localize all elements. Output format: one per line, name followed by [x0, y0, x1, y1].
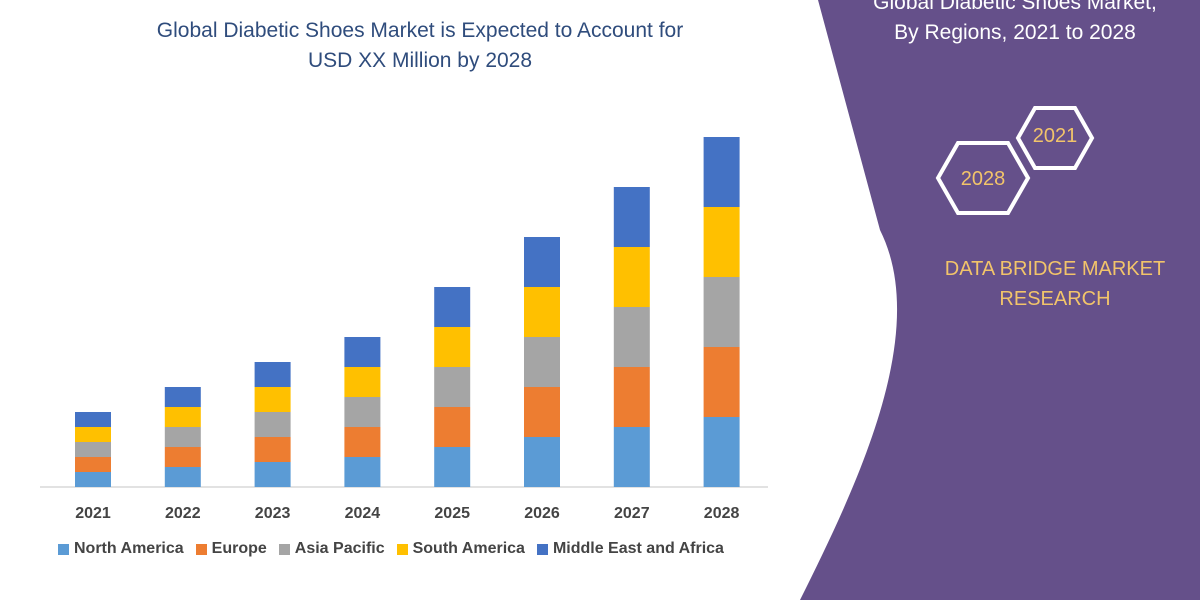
bar-2023-north-america [254, 462, 291, 487]
bar-2026-middle-east-and-africa [524, 237, 560, 287]
panel-title: Global Diabetic Shoes Market, By Regions… [830, 0, 1200, 48]
bar-2028-europe [703, 347, 740, 417]
bar-2027-middle-east-and-africa [613, 187, 650, 247]
legend-label: Middle East and Africa [552, 540, 724, 557]
legend-label: Asia Pacific [294, 540, 385, 557]
hex-2021 [1015, 106, 1095, 170]
brand-text: DATA BRIDGE MARKET RESEARCH [905, 254, 1200, 314]
bar-2022-north-america [164, 467, 201, 487]
chart-title: Global Diabetic Shoes Market is Expected… [100, 16, 740, 76]
x-tick-label: 2025 [434, 505, 470, 522]
legend-swatch [195, 543, 207, 555]
legend-label: North America [74, 540, 184, 557]
x-tick-label: 2024 [345, 505, 381, 522]
brand-line-2: RESEARCH [999, 288, 1111, 310]
legend-item: Asia Pacific [278, 540, 385, 558]
legend-swatch [278, 543, 290, 555]
bar-2027-europe [613, 367, 650, 427]
hex-label-2028: 2028 [960, 168, 1006, 190]
title-line-2: USD XX Million by 2028 [307, 49, 533, 72]
bar-2027-asia-pacific [613, 307, 650, 367]
bar-2022-middle-east-and-africa [164, 387, 201, 407]
legend-item: Middle East and Africa [536, 540, 724, 558]
hex-2028 [935, 141, 1031, 215]
bar-2024-south-america [344, 367, 381, 397]
bar-2025-asia-pacific [434, 367, 471, 407]
bar-2023-middle-east-and-africa [254, 362, 291, 387]
bar-2021-europe [75, 457, 111, 472]
bar-2028-north-america [703, 417, 740, 487]
x-tick-label: 2023 [255, 505, 291, 522]
bar-2025-middle-east-and-africa [434, 287, 471, 327]
legend-label: Europe [211, 540, 267, 557]
bar-2022-asia-pacific [164, 427, 201, 447]
purple-panel [800, 0, 1200, 600]
brand-line-1: DATA BRIDGE MARKET [944, 258, 1166, 280]
bar-2024-north-america [344, 457, 381, 487]
bar-2027-south-america [613, 247, 650, 307]
bar-2022-europe [164, 447, 201, 467]
bar-2021-south-america [75, 427, 111, 442]
x-tick-label: 2022 [165, 505, 201, 522]
bar-2028-south-america [703, 207, 740, 277]
bar-2024-asia-pacific [344, 397, 381, 427]
bar-2028-middle-east-and-africa [703, 137, 740, 207]
bar-2025-europe [434, 407, 471, 447]
panel-title-line-1: Global Diabetic Shoes Market, [873, 0, 1157, 14]
bar-2026-asia-pacific [524, 337, 560, 387]
x-tick-label: 2026 [524, 505, 560, 522]
bar-2023-south-america [254, 387, 291, 412]
bar-2023-europe [254, 437, 291, 462]
bar-2023-asia-pacific [254, 412, 291, 437]
legend-swatch [58, 543, 69, 555]
bar-2027-north-america [613, 427, 650, 487]
bar-2024-europe [344, 427, 381, 457]
bar-2025-north-america [434, 447, 471, 487]
bar-2021-middle-east-and-africa [75, 412, 111, 427]
x-tick-label: 2021 [75, 505, 111, 522]
bar-2025-south-america [434, 327, 471, 367]
bar-2028-asia-pacific [703, 277, 740, 347]
legend: North America Europe Asia Pacific South Ame… [58, 540, 724, 558]
legend-swatch [396, 543, 408, 555]
bar-2024-middle-east-and-africa [344, 337, 381, 367]
hex-label-2021: 2021 [1032, 125, 1078, 147]
legend-item: South America [396, 540, 525, 558]
bar-2026-north-america [524, 437, 560, 487]
panel-title-line-2: By Regions, 2021 to 2028 [894, 21, 1136, 44]
bar-2021-north-america [75, 472, 111, 487]
legend-item: North America [58, 540, 184, 558]
bar-2026-europe [524, 387, 560, 437]
bar-2022-south-america [164, 407, 201, 427]
legend-label: South America [412, 540, 525, 557]
x-tick-label: 2027 [614, 505, 650, 522]
legend-item: Europe [195, 540, 267, 558]
bar-2026-south-america [524, 287, 560, 337]
title-line-1: Global Diabetic Shoes Market is Expected… [156, 19, 684, 42]
legend-swatch [536, 543, 548, 555]
bar-2021-asia-pacific [75, 442, 111, 457]
x-tick-label: 2028 [704, 505, 740, 522]
